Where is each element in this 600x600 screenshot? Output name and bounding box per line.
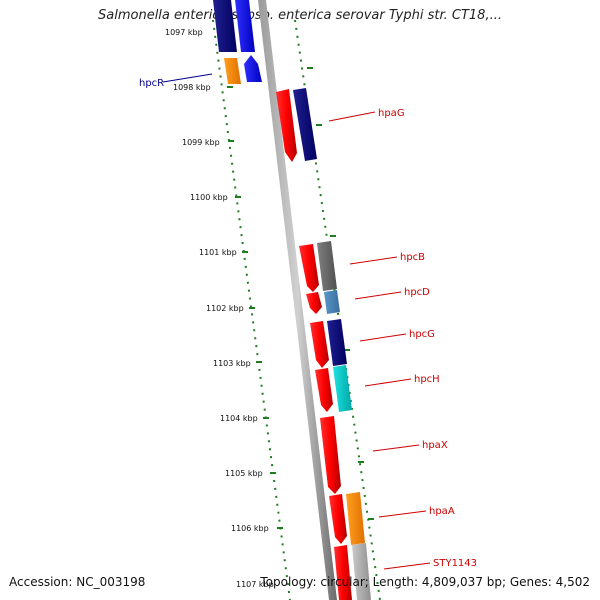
gene-arrow-red-hpcB[interactable] — [299, 244, 319, 292]
gene-block-silver-STY1143[interactable] — [352, 543, 371, 600]
gene-arrow-red-STY1143[interactable] — [334, 545, 352, 600]
gene-label-hpcR[interactable]: hpcR — [139, 78, 164, 89]
tick-marks — [220, 30, 374, 529]
gene-block-cyan-hpcH[interactable] — [333, 365, 352, 412]
tick-label-1098: 1098 kbp — [173, 83, 211, 92]
leader-line-hpcD — [354, 291, 402, 300]
tick-label-1101: 1101 kbp — [199, 248, 237, 257]
leader-line-hpaX — [372, 444, 420, 452]
map-title: Salmonella enterica subsp. enterica sero… — [98, 8, 502, 23]
gene-block-navy-top[interactable] — [213, 0, 237, 52]
leader-line-hpaG — [328, 111, 376, 122]
tick-label-1107: 1107 kbp — [236, 580, 274, 589]
gene-arrow-red-hpaG[interactable] — [276, 89, 297, 162]
gene-arrow-blue-hpcR[interactable] — [244, 55, 262, 82]
tick-label-1099: 1099 kbp — [182, 138, 220, 147]
tick-label-1103: 1103 kbp — [213, 359, 251, 368]
gene-label-hpcD[interactable]: hpcD — [404, 287, 430, 298]
genome-summary-label: Topology: circular; Length: 4,809,037 bp… — [260, 575, 590, 589]
gene-block-steelblue-hpcD[interactable] — [324, 290, 340, 314]
gene-label-hpaG[interactable]: hpaG — [378, 108, 405, 119]
tick-label-1104: 1104 kbp — [220, 414, 258, 423]
tick-label-1105: 1105 kbp — [225, 469, 263, 478]
leader-line-hpcG — [359, 333, 407, 342]
tick-label-1106: 1106 kbp — [231, 524, 269, 533]
gene-block-gray-hpcB[interactable] — [317, 241, 337, 291]
gene-label-hpaX[interactable]: hpaX — [422, 440, 448, 451]
gene-label-hpcB[interactable]: hpcB — [400, 252, 425, 263]
gene-arrow-red-hpaA[interactable] — [329, 494, 347, 544]
gene-block-navy-hpcG[interactable] — [327, 319, 347, 366]
accession-label: Accession: NC_003198 — [9, 575, 146, 589]
gene-arrow-red-hpcH[interactable] — [315, 368, 333, 412]
tick-label-1100: 1100 kbp — [190, 193, 228, 202]
genome-backbone — [258, 0, 337, 600]
left-dotted-track — [212, 19, 291, 600]
leader-line-hpaA — [378, 510, 427, 518]
leader-line-hpcR — [162, 73, 213, 83]
gene-label-hpcH[interactable]: hpcH — [414, 374, 440, 385]
gene-block-orange-hpcR[interactable] — [224, 58, 241, 84]
gene-label-hpaA[interactable]: hpaA — [429, 506, 455, 517]
gene-arrow-red-hpcG[interactable] — [310, 321, 329, 368]
gene-block-orange-hpaA[interactable] — [346, 492, 365, 545]
gene-arrow-red-hpcD[interactable] — [306, 292, 322, 314]
tick-label-1097: 1097 kbp — [165, 28, 203, 37]
leader-line-hpcH — [364, 378, 412, 387]
gene-label-hpcG[interactable]: hpcG — [409, 329, 435, 340]
gene-block-blue-top[interactable] — [235, 0, 255, 52]
tick-label-1102: 1102 kbp — [206, 304, 244, 313]
gene-label-STY1143[interactable]: STY1143 — [433, 558, 477, 569]
leader-line-STY1143 — [383, 562, 431, 570]
leader-line-hpcB — [349, 256, 398, 265]
gene-arrow-red-hpaX[interactable] — [320, 416, 341, 494]
gene-block-navy-hpaG[interactable] — [293, 88, 317, 161]
